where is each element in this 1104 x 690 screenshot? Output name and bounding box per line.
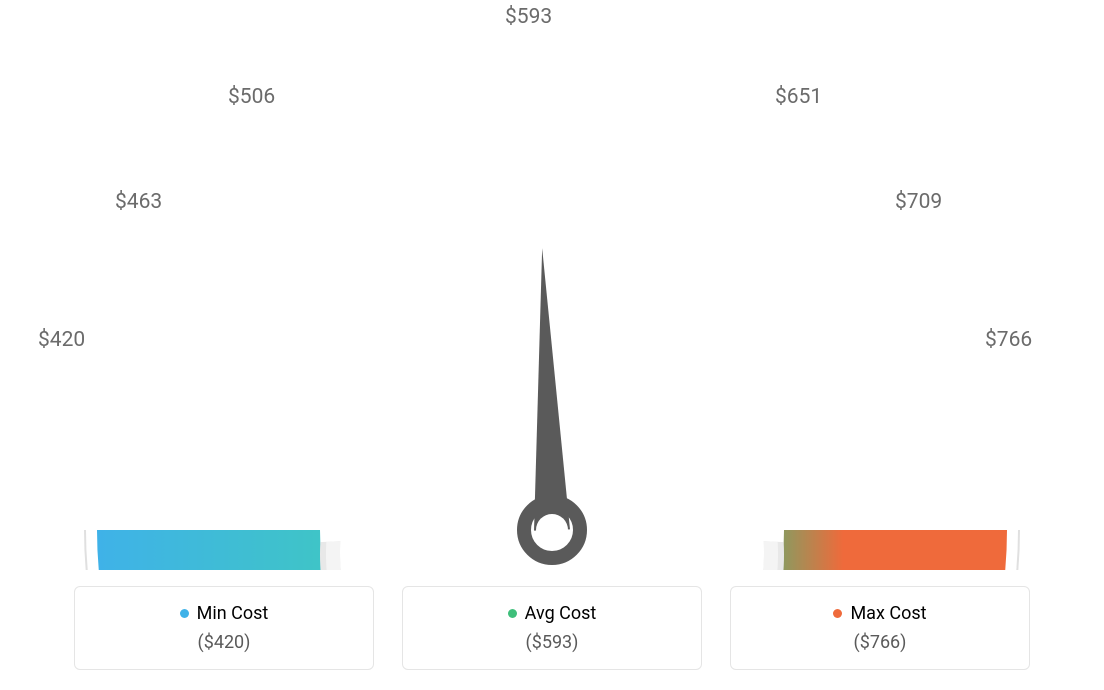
tick-label: $766 [985, 328, 1032, 352]
legend-avg: Avg Cost ($593) [402, 586, 702, 670]
legend-title: Max Cost [751, 603, 1009, 624]
legend-row: Min Cost ($420) Avg Cost ($593) Max Cost… [0, 586, 1104, 670]
tick-label: $593 [505, 5, 552, 29]
legend-dot-icon [180, 609, 189, 618]
tick-label: $651 [775, 85, 822, 109]
cost-gauge: $420 $463 $506 $593 $651 $709 $766 [0, 0, 1104, 570]
legend-label: Avg Cost [525, 603, 597, 624]
legend-dot-icon [508, 609, 517, 618]
gauge-svg [52, 30, 1052, 570]
legend-title: Min Cost [95, 603, 353, 624]
legend-value: ($766) [751, 632, 1009, 653]
legend-label: Min Cost [197, 603, 269, 624]
tick-label: $420 [38, 328, 85, 352]
tick-label: $463 [115, 190, 162, 214]
tick-label: $709 [895, 190, 942, 214]
legend-title: Avg Cost [423, 603, 681, 624]
legend-min: Min Cost ($420) [74, 586, 374, 670]
legend-value: ($593) [423, 632, 681, 653]
legend-dot-icon [833, 609, 842, 618]
legend-max: Max Cost ($766) [730, 586, 1030, 670]
legend-value: ($420) [95, 632, 353, 653]
legend-label: Max Cost [850, 603, 926, 624]
tick-label: $506 [228, 85, 275, 109]
